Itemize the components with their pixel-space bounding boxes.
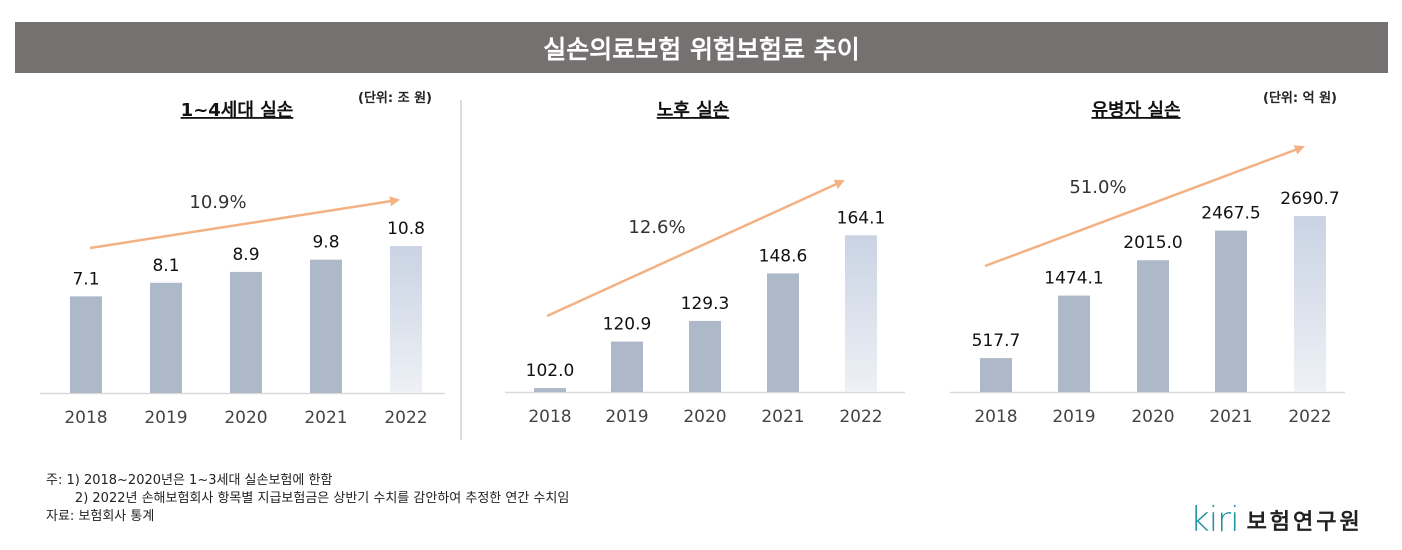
data-label: 129.3: [681, 294, 730, 314]
x-tick-label: 2021: [304, 408, 347, 428]
data-label: 102.0: [526, 361, 575, 381]
data-label: 148.6: [759, 246, 808, 266]
x-tick-label: 2021: [1209, 407, 1252, 427]
data-label: 10.8: [387, 219, 425, 239]
chart-title: 1~4세대 실손: [181, 100, 294, 121]
chart-title: 유병자 실손: [1091, 100, 1180, 121]
bar-2019: [1058, 295, 1090, 392]
bar-2021: [310, 259, 342, 393]
x-tick-label: 2020: [683, 407, 726, 427]
bar-2022: [1294, 216, 1326, 392]
growth-arrow: [89, 196, 400, 250]
data-label: 7.1: [72, 269, 99, 289]
x-tick-label: 2018: [528, 407, 571, 427]
bar-2021: [767, 273, 799, 392]
x-tick-label: 2022: [384, 408, 427, 428]
kiri-logo: kiri 보험연구원: [1190, 500, 1363, 540]
bar-2020: [230, 271, 262, 393]
x-tick-label: 2022: [839, 407, 882, 427]
bar-2018: [980, 358, 1012, 392]
x-tick-label: 2018: [974, 407, 1017, 427]
data-label: 517.7: [972, 331, 1021, 351]
growth-rate-label: 12.6%: [628, 217, 685, 238]
bar-2019: [611, 341, 643, 392]
x-tick-label: 2019: [144, 408, 187, 428]
data-label: 9.8: [312, 233, 339, 253]
x-tick-label: 2022: [1288, 407, 1331, 427]
bar-2022: [845, 235, 877, 392]
data-label: 1474.1: [1044, 269, 1103, 289]
bar-2022: [390, 246, 422, 393]
growth-rate-label: 10.9%: [189, 192, 246, 213]
data-label: 2015.0: [1123, 233, 1182, 253]
note-1: 주: 1) 2018~2020년은 1~3세대 실손보험에 한함: [46, 473, 333, 488]
data-label: 120.9: [603, 315, 652, 335]
data-label: 8.1: [152, 256, 179, 276]
growth-arrow: [984, 145, 1305, 268]
x-tick-label: 2018: [64, 408, 107, 428]
source-note: 자료: 보험회사 통계: [46, 509, 155, 524]
footnotes: 주: 1) 2018~2020년은 1~3세대 실손보험에 한함 2) 2022…: [46, 472, 569, 526]
page-title: 실손의료보험 위험보험료 추이: [15, 22, 1388, 73]
growth-rate-label: 51.0%: [1069, 177, 1126, 198]
chart-title: 노후 실손: [657, 100, 730, 121]
bar-2019: [150, 282, 182, 393]
data-label: 8.9: [232, 245, 259, 265]
bar-2021: [1215, 230, 1247, 392]
x-tick-label: 2019: [1052, 407, 1095, 427]
data-label: 2690.7: [1280, 189, 1339, 209]
x-tick-label: 2021: [761, 407, 804, 427]
logo-name: 보험연구원: [1246, 510, 1363, 535]
logo-mark: kiri: [1190, 500, 1240, 540]
note-2: 2) 2022년 손해보험회사 항목별 지급보험금은 상반기 수치를 감안하여 …: [46, 491, 570, 506]
unit-label: (단위: 조 원): [358, 90, 432, 106]
growth-arrow: [546, 179, 845, 318]
bar-2020: [689, 320, 721, 392]
bar-2020: [1137, 260, 1169, 392]
data-label: 164.1: [837, 208, 886, 228]
bar-2018: [534, 388, 566, 392]
data-label: 2467.5: [1201, 204, 1260, 224]
x-tick-label: 2019: [605, 407, 648, 427]
unit-label: (단위: 억 원): [1263, 90, 1337, 106]
x-tick-label: 2020: [1131, 407, 1174, 427]
bar-2018: [70, 296, 102, 393]
x-tick-label: 2020: [224, 408, 267, 428]
